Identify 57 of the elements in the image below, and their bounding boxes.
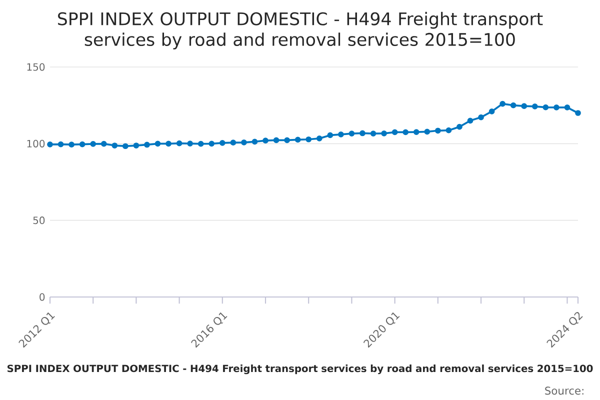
point	[79, 141, 86, 148]
source-note: Source:	[545, 386, 584, 395]
point	[381, 130, 387, 136]
point	[252, 138, 258, 145]
point	[100, 140, 107, 147]
point	[402, 129, 409, 136]
point	[360, 130, 366, 136]
y-tick-label: 0	[40, 293, 45, 301]
point	[500, 100, 506, 107]
point	[532, 103, 538, 110]
point	[241, 140, 247, 146]
point	[327, 132, 334, 138]
point	[467, 118, 474, 124]
y-tick-label: 50	[33, 216, 45, 224]
point	[413, 129, 420, 135]
point	[478, 114, 484, 120]
point	[273, 137, 280, 144]
point	[542, 104, 549, 110]
point	[554, 104, 560, 110]
point	[424, 128, 430, 135]
point	[262, 138, 268, 144]
point	[198, 140, 204, 147]
point	[230, 140, 236, 146]
point	[284, 137, 290, 144]
point	[575, 110, 581, 116]
point	[208, 140, 215, 147]
chart-title: SPPI INDEX OUTPUT DOMESTIC - H494 Freight transport services by road and removal services 2015=100	[58, 12, 543, 50]
point	[392, 129, 398, 136]
text: SPPI INDEX OUTPUT DOMESTIC - H494 Freight transport services by road and removal services 2015=100	[8, 364, 593, 374]
point	[154, 140, 161, 147]
point	[456, 124, 462, 130]
y-tick-label: 150	[27, 63, 45, 71]
point	[133, 142, 140, 148]
point	[219, 140, 226, 146]
point	[187, 140, 194, 146]
point	[521, 103, 528, 110]
point	[434, 128, 441, 134]
point	[446, 127, 452, 134]
point	[58, 141, 64, 148]
point	[112, 142, 118, 148]
point	[47, 142, 53, 148]
point	[122, 143, 128, 150]
point	[306, 136, 312, 142]
point	[90, 141, 96, 147]
point	[338, 132, 344, 138]
point	[348, 130, 355, 136]
point	[294, 136, 301, 143]
point	[488, 108, 495, 114]
point	[68, 142, 74, 148]
point	[370, 130, 376, 136]
point	[564, 104, 570, 110]
point	[510, 102, 516, 108]
point	[166, 140, 172, 147]
point	[144, 142, 150, 148]
y-tick-label: 100	[27, 140, 45, 148]
point	[316, 136, 322, 142]
point	[176, 140, 182, 146]
